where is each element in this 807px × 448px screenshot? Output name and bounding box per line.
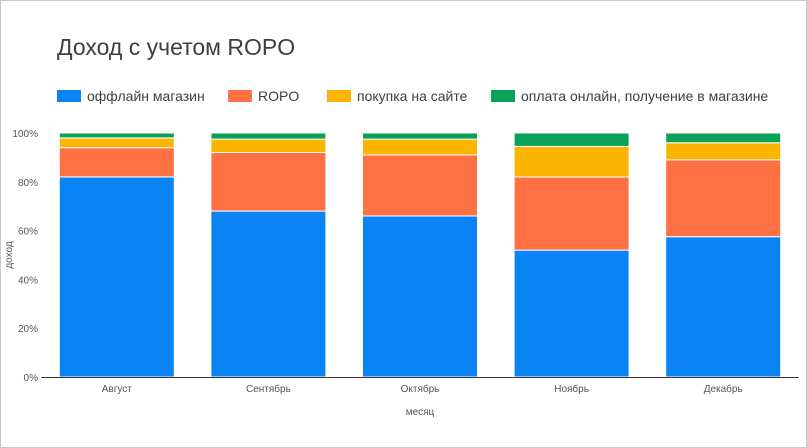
x-axis-label: месяц <box>406 407 435 418</box>
bar-segment-1-1[interactable] <box>58 176 175 378</box>
bar-segment-3-3[interactable] <box>362 138 478 156</box>
bar-segment-3-4[interactable] <box>513 145 630 178</box>
y-tick-label: 100% <box>12 129 38 140</box>
bar-segment-2-2[interactable] <box>210 152 327 212</box>
legend-swatch-website <box>327 90 351 102</box>
x-tick-label: Ноябрь <box>554 383 589 395</box>
bar-segment-2-1[interactable] <box>58 147 175 178</box>
chart-legend: оффлайн магазин ROPO покупка на сайте оп… <box>57 87 797 105</box>
x-tick-label: Сентябрь <box>246 383 291 395</box>
y-tick-label: 60% <box>18 227 38 238</box>
x-tick-label: Октябрь <box>401 383 440 395</box>
bar-segment-2-4[interactable] <box>513 176 630 251</box>
bar-segment-2-3[interactable] <box>362 154 478 217</box>
bar-segment-4-4[interactable] <box>513 132 630 147</box>
x-tick-label: Декабрь <box>704 383 743 395</box>
bar-segment-1-2[interactable] <box>210 210 327 378</box>
bar-segment-3-5[interactable] <box>665 142 782 161</box>
bar-segment-4-2[interactable] <box>210 132 327 140</box>
legend-swatch-click-and-collect <box>491 90 515 102</box>
bar-segment-3-2[interactable] <box>210 138 327 154</box>
legend-label-website: покупка на сайте <box>357 88 468 104</box>
legend-label-ropo: ROPO <box>258 88 300 104</box>
legend-label-click-and-collect: оплата онлайн, получение в магазине <box>521 88 769 104</box>
bar-segment-1-3[interactable] <box>362 215 478 378</box>
bar-segment-1-5[interactable] <box>665 236 782 378</box>
legend-label-offline: оффлайн магазин <box>87 88 205 104</box>
bar-segment-2-5[interactable] <box>665 159 782 238</box>
bar-segment-4-5[interactable] <box>665 132 782 144</box>
y-axis-label: доход <box>4 241 15 269</box>
y-tick-label: 20% <box>18 324 38 335</box>
y-tick-label: 0% <box>24 373 39 384</box>
bar-segment-4-3[interactable] <box>362 132 478 140</box>
legend-swatch-offline <box>57 90 81 102</box>
bar-segment-3-1[interactable] <box>58 137 175 149</box>
chart-title: Доход с учетом ROPO <box>57 34 296 60</box>
y-tick-label: 80% <box>18 178 38 189</box>
x-tick-label: Август <box>102 384 133 395</box>
bar-segment-4-1[interactable] <box>58 132 175 139</box>
bar-segment-1-4[interactable] <box>513 249 630 378</box>
legend-swatch-ropo <box>228 90 252 102</box>
y-tick-label: 40% <box>18 275 38 286</box>
